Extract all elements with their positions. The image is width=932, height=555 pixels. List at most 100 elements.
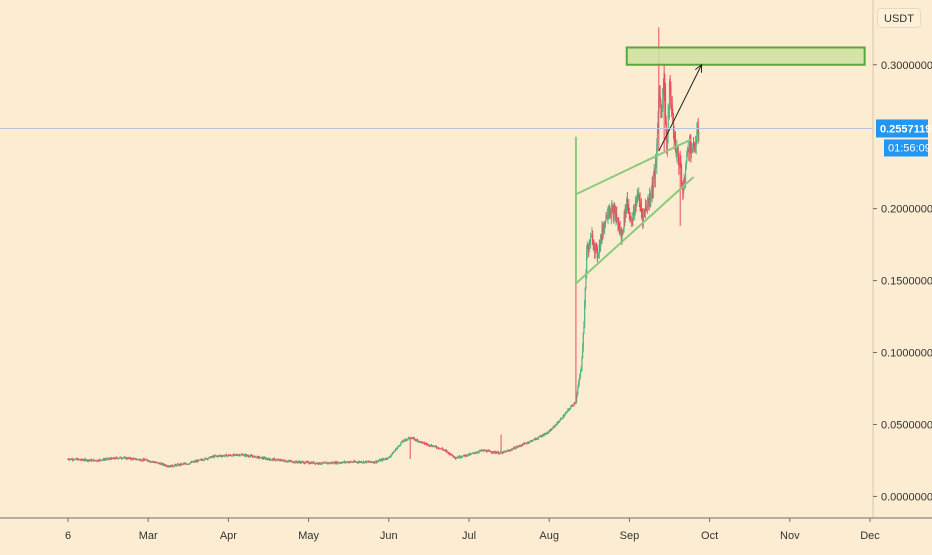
candle-body	[607, 214, 609, 216]
candle-body	[249, 455, 252, 457]
candle-body	[112, 457, 115, 459]
candle-body	[346, 461, 348, 463]
candle-body	[183, 463, 185, 465]
candle-body	[396, 447, 399, 449]
candle-body	[132, 458, 135, 460]
candle-body	[167, 466, 169, 468]
candle-body	[423, 442, 425, 444]
candle-body	[573, 403, 576, 405]
candle-body	[645, 207, 647, 209]
candle-body	[618, 226, 620, 228]
candle-body	[416, 439, 419, 441]
candle-body	[652, 183, 654, 189]
candle-body	[395, 449, 397, 451]
candle-body	[463, 454, 465, 456]
candle-body	[179, 463, 181, 466]
candle-body	[498, 453, 500, 455]
candle-body	[211, 456, 213, 458]
candle-body	[448, 452, 450, 455]
candle-body	[294, 461, 296, 463]
currency-selector[interactable]: USDT	[877, 8, 921, 28]
candle-body	[222, 455, 224, 457]
candle-body	[369, 461, 371, 463]
candle-body	[365, 461, 367, 463]
candle-body	[494, 451, 496, 453]
candle-body	[332, 462, 334, 464]
candle-body	[459, 457, 461, 459]
candle-body	[205, 458, 207, 460]
candle-body	[413, 438, 415, 440]
candle-body	[376, 461, 378, 463]
candle-body	[530, 440, 532, 442]
candle-body	[648, 198, 650, 202]
candle-body	[135, 459, 137, 461]
candle-body	[188, 463, 190, 465]
candle-body	[229, 454, 232, 456]
candle-body	[144, 459, 147, 461]
candle-body	[474, 452, 476, 454]
candle-body	[643, 210, 645, 213]
candle-body	[646, 203, 649, 210]
candle-body	[660, 100, 662, 108]
candle-body	[296, 461, 298, 463]
candle-body	[150, 461, 153, 463]
candle-body	[115, 457, 117, 459]
candle-body	[344, 461, 346, 463]
candle-body	[299, 461, 302, 463]
candle-body	[243, 454, 246, 456]
candle-body	[122, 457, 124, 459]
y-tick-label: 0.1500000	[881, 276, 932, 288]
candle-body	[106, 458, 109, 460]
candle-body	[551, 428, 553, 430]
candle-body	[656, 144, 658, 164]
candle-body	[245, 454, 248, 457]
candle-body	[360, 461, 362, 463]
candle-body	[206, 458, 208, 460]
candle-body	[654, 163, 657, 178]
candle-body	[694, 145, 697, 151]
candle-body	[537, 437, 540, 439]
candle-body	[521, 444, 523, 446]
candle-body	[482, 449, 484, 451]
candle-body	[382, 458, 385, 460]
candle-body	[666, 132, 668, 151]
candle-body	[616, 214, 618, 221]
candle-body	[393, 451, 395, 453]
candle-body	[389, 456, 391, 458]
candle-body	[281, 460, 283, 462]
candle-body	[617, 218, 619, 226]
candle-body	[125, 457, 127, 459]
resistance-box	[625, 46, 866, 66]
candle-body	[697, 127, 699, 135]
candle-body	[110, 458, 112, 460]
candle-body	[287, 461, 289, 463]
candle-body	[693, 145, 695, 149]
candle-body	[513, 447, 516, 449]
candle-body	[88, 460, 90, 462]
candle-body	[433, 446, 435, 448]
candle-body	[408, 437, 410, 439]
candle-body	[158, 462, 161, 464]
candle-body	[680, 166, 683, 184]
candle-body	[428, 445, 431, 447]
candle-body	[153, 461, 155, 463]
axes: 6 Mar Apr May Jun Jul Aug Sep Oct Nov Dec 0.0000000…	[0, 0, 932, 542]
candle-body	[72, 459, 74, 461]
candle-body	[98, 460, 100, 462]
candle-body	[628, 207, 630, 212]
candle-body	[508, 450, 510, 452]
candle-body	[595, 245, 597, 247]
candle-body	[676, 147, 679, 151]
candle-body	[661, 107, 663, 111]
candle-body	[489, 450, 491, 452]
candle-body	[181, 463, 183, 465]
candle-body	[592, 244, 594, 247]
candle-body	[228, 455, 230, 457]
candle-body	[410, 438, 413, 440]
candle-body	[235, 454, 237, 456]
candle-body	[632, 219, 634, 221]
candle-body	[283, 460, 285, 462]
candle-body	[303, 463, 306, 465]
